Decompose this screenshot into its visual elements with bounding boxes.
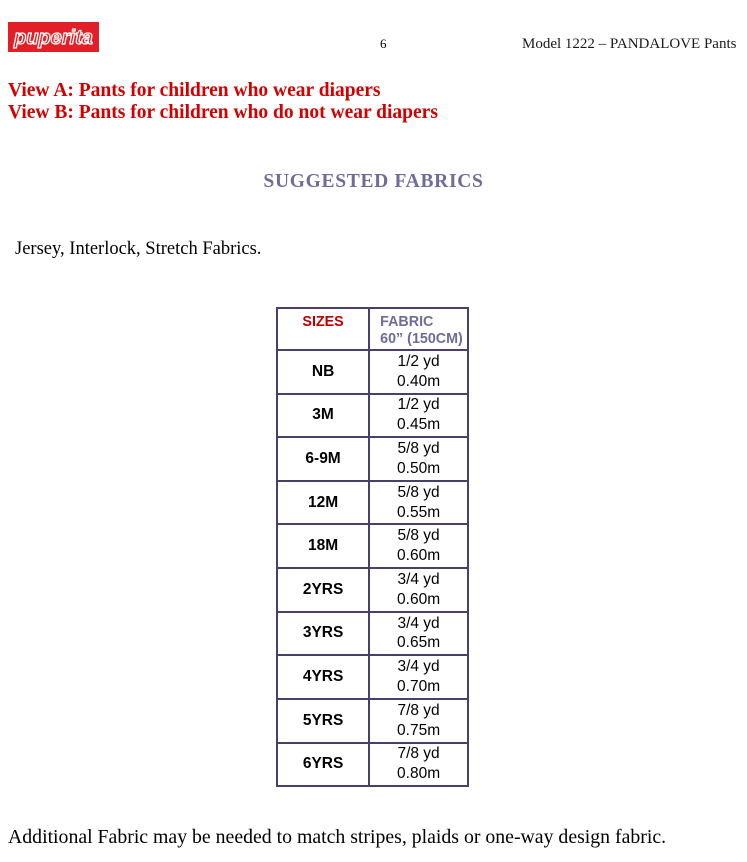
svg-text:puperita: puperita — [13, 27, 93, 49]
